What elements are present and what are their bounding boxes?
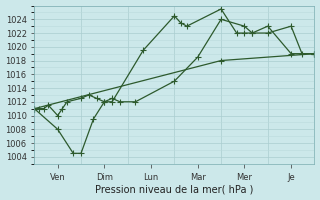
X-axis label: Pression niveau de la mer( hPa ): Pression niveau de la mer( hPa ) <box>95 184 253 194</box>
